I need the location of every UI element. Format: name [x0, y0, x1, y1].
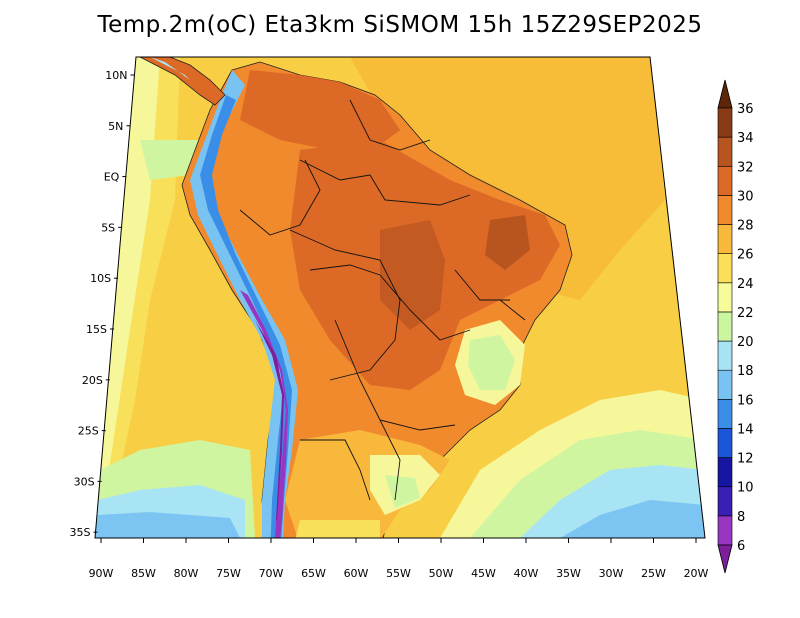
lon-tick-label: 30W — [599, 567, 624, 580]
colorbar-segment — [717, 457, 733, 488]
colorbar-bottom-arrow — [717, 544, 733, 574]
colorbar-label: 30 — [737, 189, 754, 204]
colorbar-segment — [717, 136, 733, 167]
colorbar-segment — [717, 253, 733, 284]
country-borders — [239, 99, 526, 501]
colorbar-segment — [717, 399, 733, 429]
colorbar-label: 22 — [737, 306, 754, 321]
lat-tick-label: 35S — [69, 526, 90, 539]
lon-tick-label: 65W — [301, 567, 326, 580]
colorbar-label: 12 — [737, 452, 754, 467]
colorbar-segment — [717, 311, 733, 342]
lon-tick-label: 70W — [259, 567, 284, 580]
colorbar-label: 18 — [737, 364, 754, 379]
lat-tick-label: 10S — [90, 272, 111, 285]
colorbar-label: 28 — [737, 219, 754, 234]
lat-tick-label: 5N — [108, 120, 123, 133]
colorbar-segment — [717, 340, 733, 371]
lon-tick-label: 80W — [174, 567, 199, 580]
lon-tick-label: 40W — [514, 567, 539, 580]
colorbar-label: 36 — [737, 102, 754, 117]
colorbar-segment — [717, 107, 733, 138]
colorbar-top-arrow — [717, 79, 733, 109]
colorbar-segment — [717, 224, 733, 254]
colorbar-label: 26 — [737, 248, 754, 263]
lon-tick-label: 55W — [386, 567, 411, 580]
lon-tick-label: 35W — [556, 567, 581, 580]
colorbar-segment — [717, 369, 733, 400]
lon-tick-label: 85W — [131, 567, 156, 580]
lat-tick-label: EQ — [104, 171, 120, 184]
lat-tick-label: 25S — [78, 425, 99, 438]
lat-tick-label: 20S — [82, 374, 103, 387]
lon-tick-label: 45W — [471, 567, 496, 580]
colorbar-label: 32 — [737, 160, 754, 175]
lat-tick-label: 30S — [74, 475, 95, 488]
lon-tick-label: 25W — [641, 567, 666, 580]
colorbar-segment — [717, 515, 733, 546]
lon-tick-label: 20W — [684, 567, 709, 580]
lon-tick-label: 75W — [216, 567, 241, 580]
lon-tick-label: 90W — [89, 567, 114, 580]
lon-tick-label: 50W — [429, 567, 454, 580]
colorbar-label: 34 — [737, 131, 754, 146]
map-title: Temp.2m(oC) Eta3km SiSMOM 15h 15Z29SEP20… — [97, 12, 703, 38]
temperature-field — [95, 57, 705, 538]
lat-tick-label: 10N — [105, 69, 127, 82]
colorbar-label: 24 — [737, 277, 754, 292]
colorbar-label: 20 — [737, 335, 754, 350]
colorbar-segment — [717, 165, 733, 196]
colorbar-label: 6 — [737, 539, 745, 554]
longitude-axis: 90W 85W 80W 75W 70W 65W 60W 55W 50W 45W 40W 35W 30W 2… — [89, 538, 709, 580]
colorbar: 6 8 10 12 14 16 18 20 22 24 26 28 30 32 34 36 — [717, 79, 754, 574]
lon-tick-label: 60W — [344, 567, 369, 580]
colorbar-label: 10 — [737, 481, 754, 496]
latitude-axis: 10N 5N EQ 5S 10S 15S 20S 25S 30S 35S — [69, 69, 135, 539]
map-frame — [94, 56, 706, 539]
colorbar-segment — [717, 428, 733, 458]
colorbar-segment — [717, 195, 733, 225]
colorbar-segment — [717, 282, 733, 313]
colorbar-label: 8 — [737, 510, 745, 525]
colorbar-label: 16 — [737, 393, 754, 408]
lat-tick-label: 15S — [86, 323, 107, 336]
colorbar-segment — [717, 486, 733, 517]
colorbar-label: 14 — [737, 422, 754, 437]
lat-tick-label: 5S — [101, 221, 115, 234]
